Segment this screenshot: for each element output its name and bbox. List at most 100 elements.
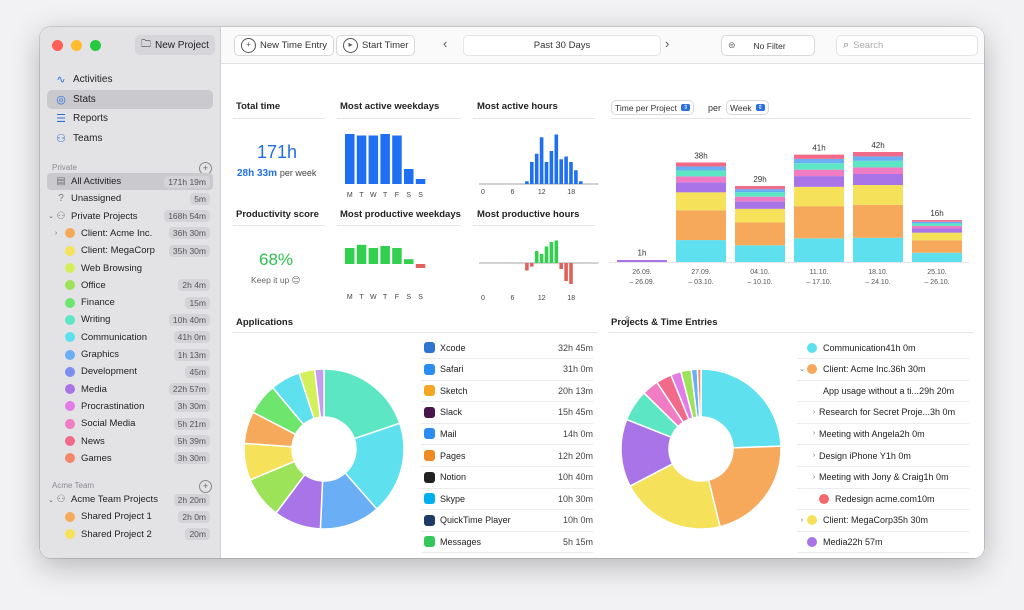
chevron-right-icon[interactable]: › — [812, 408, 816, 416]
app-duration: 20h 13m — [557, 385, 593, 396]
sidebar-project-client-acme-inc[interactable]: › Client: Acme Inc. 36h 30m — [47, 225, 213, 242]
total-time-value: 171h — [257, 142, 298, 162]
filter-icon: ⊜ — [728, 40, 736, 50]
project-row-design-iphone-y[interactable]: › Design iPhone Y 1h 0m — [797, 445, 969, 467]
add-team-project-icon[interactable]: + — [199, 480, 212, 493]
app-row-messages[interactable]: Messages 5h 15m — [421, 531, 593, 554]
project-row-meeting-with-jony-craig[interactable]: › Meeting with Jony & Craig 1h 0m — [797, 467, 969, 489]
x-tick-label: 18.10. — [868, 269, 888, 276]
sidebar-project-label: All Activities — [71, 176, 122, 187]
productivity-note: Keep it up 😊 — [251, 275, 301, 285]
close-window-button[interactable] — [52, 40, 63, 51]
new-project-button[interactable]: 🗀 New Project — [135, 35, 215, 55]
project-row-communication[interactable]: Communication 41h 0m — [797, 337, 969, 359]
project-name: App usage without a ti... — [823, 385, 920, 396]
sidebar-project-development[interactable]: Development 45m — [47, 363, 213, 380]
hour-bar — [554, 240, 559, 263]
app-duration: 14h 0m — [562, 428, 593, 439]
hour-bar — [574, 170, 578, 184]
sidebar-project-finance[interactable]: Finance 15m — [47, 294, 213, 311]
safari-app-icon — [424, 363, 435, 375]
filter-button[interactable]: ⊜ No Filter — [721, 35, 815, 56]
date-range-selector[interactable]: Past 30 Days — [463, 35, 661, 56]
app-row-keynote[interactable]: Keynote3h 4m — [421, 553, 593, 558]
chevron-right-icon[interactable]: › — [812, 452, 816, 459]
chevron-right-icon[interactable]: › — [812, 430, 816, 438]
share-applications-icon[interactable]: ⇪ — [623, 315, 632, 326]
donut-slice — [323, 368, 401, 440]
project-row-redesign-acme-com[interactable]: Redesign acme.com 10m — [797, 488, 969, 511]
chevron-down-icon[interactable]: ⌄ — [48, 496, 54, 504]
app-row-xcode[interactable]: Xcode 32h 45m — [421, 337, 593, 359]
zoom-window-button[interactable] — [90, 40, 101, 51]
sidebar-project-media[interactable]: Media 22h 57m — [47, 381, 213, 398]
start-timer-button[interactable]: ▸ Start Timer — [336, 35, 416, 56]
sidebar-project-writing[interactable]: Writing 10h 40m — [47, 311, 213, 328]
app-row-mail[interactable]: Mail 14h 0m — [421, 423, 593, 446]
sidebar-project-all-activities[interactable]: ▤ All Activities 171h 19m — [47, 173, 213, 190]
sidebar-project-web-browsing[interactable]: Web Browsing — [47, 260, 213, 277]
sidebar-project-label: Communication — [81, 331, 147, 343]
chevron-right-icon[interactable]: › — [800, 516, 804, 524]
stacked-bar: 29h 04.10. – 10.10. — [735, 175, 785, 286]
sidebar-project-shared-project-1[interactable]: Shared Project 1 2h 0m — [47, 508, 213, 525]
sidebar-project-shared-project-2[interactable]: Shared Project 2 20m — [47, 526, 213, 543]
bar-segment — [735, 192, 785, 197]
project-row-client-acme-inc[interactable]: ⌄ Client: Acme Inc. 36h 30m — [797, 359, 969, 381]
app-name: QuickTime Player — [440, 515, 511, 526]
sidebar-item-stats[interactable]: ◎ Stats — [47, 89, 213, 109]
stats-content: Total time 171h 28h 33m per week Product… — [221, 64, 984, 558]
hour-bar — [559, 263, 563, 269]
app-row-pages[interactable]: Pages 12h 20m — [421, 445, 593, 467]
minimize-window-button[interactable] — [71, 40, 82, 51]
sidebar-project-procrastination[interactable]: Procrastination 3h 30m — [47, 398, 213, 415]
sketch-app-icon — [424, 385, 435, 397]
sidebar-item-activities[interactable]: ∿ Activities — [47, 70, 213, 89]
sidebar-project-news[interactable]: News 5h 39m — [47, 433, 213, 450]
period-select[interactable]: Week ⇕ — [726, 100, 769, 115]
project-row-meeting-with-angela[interactable]: › Meeting with Angela 2h 0m — [797, 423, 969, 446]
previous-range-button[interactable]: ‹ — [443, 36, 448, 51]
sidebar-project-graphics[interactable]: Graphics 1h 13m — [47, 346, 213, 363]
project-row-research-for-secret-proje[interactable]: › Research for Secret Proje... 3h 0m — [797, 402, 969, 424]
sidebar-project-acme-team-projects[interactable]: ⌄ ⚇ Acme Team Projects 2h 20m — [47, 491, 213, 508]
bar-segment — [912, 223, 962, 226]
sidebar-project-social-media[interactable]: Social Media 5h 21m — [47, 415, 213, 432]
hour-tick-label: 12 — [538, 189, 546, 196]
app-duration: 5h 15m — [562, 536, 593, 547]
sidebar-project-office[interactable]: Office 2h 4m — [47, 277, 213, 294]
weekday-bar — [380, 134, 390, 184]
chevron-right-icon[interactable]: › — [54, 229, 58, 237]
next-range-button[interactable]: › — [665, 36, 670, 51]
app-row-notion[interactable]: Notion 10h 40m — [421, 467, 593, 489]
weekday-bar — [345, 248, 355, 264]
sidebar-project-label: Media — [81, 383, 107, 395]
weekday-bar — [356, 244, 367, 264]
bar-segment — [794, 238, 844, 262]
bar-data-label: 41h — [812, 144, 825, 153]
chevron-down-icon[interactable]: ⌄ — [799, 366, 805, 374]
project-row-app-usage-without-a-ti[interactable]: App usage without a ti... 29h 20m — [797, 380, 969, 403]
app-row-safari[interactable]: Safari 31h 0m — [421, 359, 593, 381]
project-row-media[interactable]: Media 22h 57m — [797, 531, 969, 554]
sidebar-project-unassigned[interactable]: ? Unassigned 5m — [47, 190, 213, 207]
app-row-sketch[interactable]: Sketch 20h 13m — [421, 380, 593, 403]
app-row-slack[interactable]: Slack 15h 45m — [421, 402, 593, 424]
app-row-quicktime-player[interactable]: QuickTime Player 10h 0m — [421, 510, 593, 532]
chevron-down-icon[interactable]: ⌄ — [48, 213, 54, 221]
sidebar-item-reports[interactable]: ☰ Reports — [47, 109, 213, 128]
project-row-client-megacorp[interactable]: › Client: MegaCorp 35h 30m — [797, 510, 969, 532]
chevron-right-icon[interactable]: › — [812, 473, 816, 481]
project-duration: 1h 0m — [923, 472, 949, 483]
sidebar-project-private-projects[interactable]: ⌄ ⚇ Private Projects 168h 54m — [47, 208, 213, 225]
project-color-dot — [65, 280, 75, 291]
app-row-skype[interactable]: Skype 10h 30m — [421, 488, 593, 511]
sidebar-project-client-megacorp[interactable]: Client: MegaCorp 35h 30m — [47, 242, 213, 259]
new-time-entry-button[interactable]: + New Time Entry — [234, 35, 335, 56]
sidebar-item-teams[interactable]: ⚇ Teams — [47, 129, 213, 148]
sidebar-project-games[interactable]: Games 3h 30m — [47, 450, 213, 467]
search-field[interactable]: ⌕ Search — [836, 35, 978, 56]
sidebar-project-communication[interactable]: Communication 41h 0m — [47, 329, 213, 346]
time-per-project-select[interactable]: Time per Project ⇕ — [611, 100, 695, 115]
